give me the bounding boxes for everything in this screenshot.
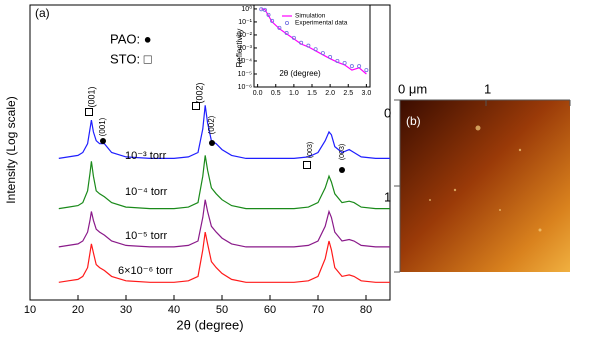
data-point xyxy=(284,31,289,36)
series-line xyxy=(58,199,390,248)
y-tick-label: 10⁻⁵ xyxy=(238,71,252,78)
data-point xyxy=(270,18,275,23)
series-label: 6×10⁻⁶ torr xyxy=(118,265,173,277)
peak-annotation: (003) xyxy=(339,144,346,160)
pao-marker xyxy=(209,140,215,146)
data-point xyxy=(259,7,264,12)
y-axis-title: Intensity (Log scale) xyxy=(4,96,18,203)
series-label: 10⁻⁴ torr xyxy=(125,186,168,198)
panel-label: (a) xyxy=(35,6,50,20)
legend-text: Experimental data xyxy=(295,20,348,27)
data-point xyxy=(328,55,333,60)
x-tick-label: 40 xyxy=(168,304,180,316)
x-tick-label: 60 xyxy=(264,304,276,316)
data-point xyxy=(349,64,354,69)
afm-grains xyxy=(429,125,542,232)
series-line xyxy=(58,105,390,159)
x-tick-label: 0.5 xyxy=(271,90,281,97)
x-tick-label: 20 xyxy=(72,304,84,316)
data-point xyxy=(335,58,340,63)
data-point xyxy=(277,25,282,30)
series-label: 10⁻⁵ torr xyxy=(125,230,167,242)
data-point xyxy=(342,60,347,65)
series-label: 10⁻³ torr xyxy=(125,150,167,162)
data-point xyxy=(306,43,311,48)
peak-annotation: (002) xyxy=(207,115,216,134)
y-tick-label: 10⁻⁶ xyxy=(238,84,252,91)
inset-x-title: 2θ (degree) xyxy=(279,69,321,78)
x-tick-label: 2.0 xyxy=(325,90,335,97)
y-tick-label: 10⁻² xyxy=(238,32,252,39)
series-line xyxy=(58,231,390,283)
image-top-tick-label: 0 μm xyxy=(398,81,427,96)
y-tick-label: 10⁻³ xyxy=(238,45,252,52)
x-tick-label: 30 xyxy=(120,304,132,316)
afm-image xyxy=(400,100,570,272)
sto-marker xyxy=(303,161,311,169)
sto-marker xyxy=(85,108,93,116)
legend-text: PAO: ● xyxy=(110,31,152,46)
data-point xyxy=(320,51,325,56)
x-tick-label: 70 xyxy=(312,304,324,316)
legend-marker xyxy=(284,20,289,25)
x-tick-label: 80 xyxy=(360,304,372,316)
y-tick-label: 10⁻¹ xyxy=(238,19,252,26)
image-left-tick-label: 1 xyxy=(384,189,391,204)
x-axis-title: 2θ (degree) xyxy=(176,317,243,332)
legend-text: STO: □ xyxy=(110,51,152,66)
inset-y-title: Reflectivity xyxy=(235,29,244,68)
pao-marker xyxy=(339,167,345,173)
peak-annotation: (002) xyxy=(194,82,204,103)
data-point xyxy=(291,35,296,40)
sto-marker xyxy=(192,102,200,110)
series-line xyxy=(58,155,390,210)
y-tick-label: 10⁻⁴ xyxy=(238,58,253,65)
panel-label: (b) xyxy=(406,114,421,128)
x-tick-label: 2.5 xyxy=(343,90,353,97)
data-point xyxy=(313,47,318,52)
x-tick-label: 1.0 xyxy=(289,90,299,97)
image-top-tick-label: 1 xyxy=(484,81,491,96)
peak-annotation: (003) xyxy=(307,142,314,158)
data-point xyxy=(364,68,369,73)
pao-marker xyxy=(100,138,106,144)
inset-background xyxy=(254,5,370,87)
data-point xyxy=(357,64,362,69)
legend-text: Simulation xyxy=(295,13,326,20)
x-tick-label: 10 xyxy=(24,304,36,316)
x-tick-label: 50 xyxy=(216,304,228,316)
peak-annotation: (001) xyxy=(86,86,96,107)
peak-annotation: (001) xyxy=(98,117,107,136)
x-tick-label: 3.0 xyxy=(362,90,372,97)
data-point xyxy=(299,40,304,45)
image-left-tick-label: 0 xyxy=(384,105,391,120)
plot-frame xyxy=(29,4,391,301)
data-point xyxy=(262,7,267,12)
x-tick-label: 1.5 xyxy=(307,90,317,97)
y-tick-label: 10⁰ xyxy=(241,5,252,13)
data-point xyxy=(266,12,271,17)
x-tick-label: 0.0 xyxy=(253,90,263,97)
